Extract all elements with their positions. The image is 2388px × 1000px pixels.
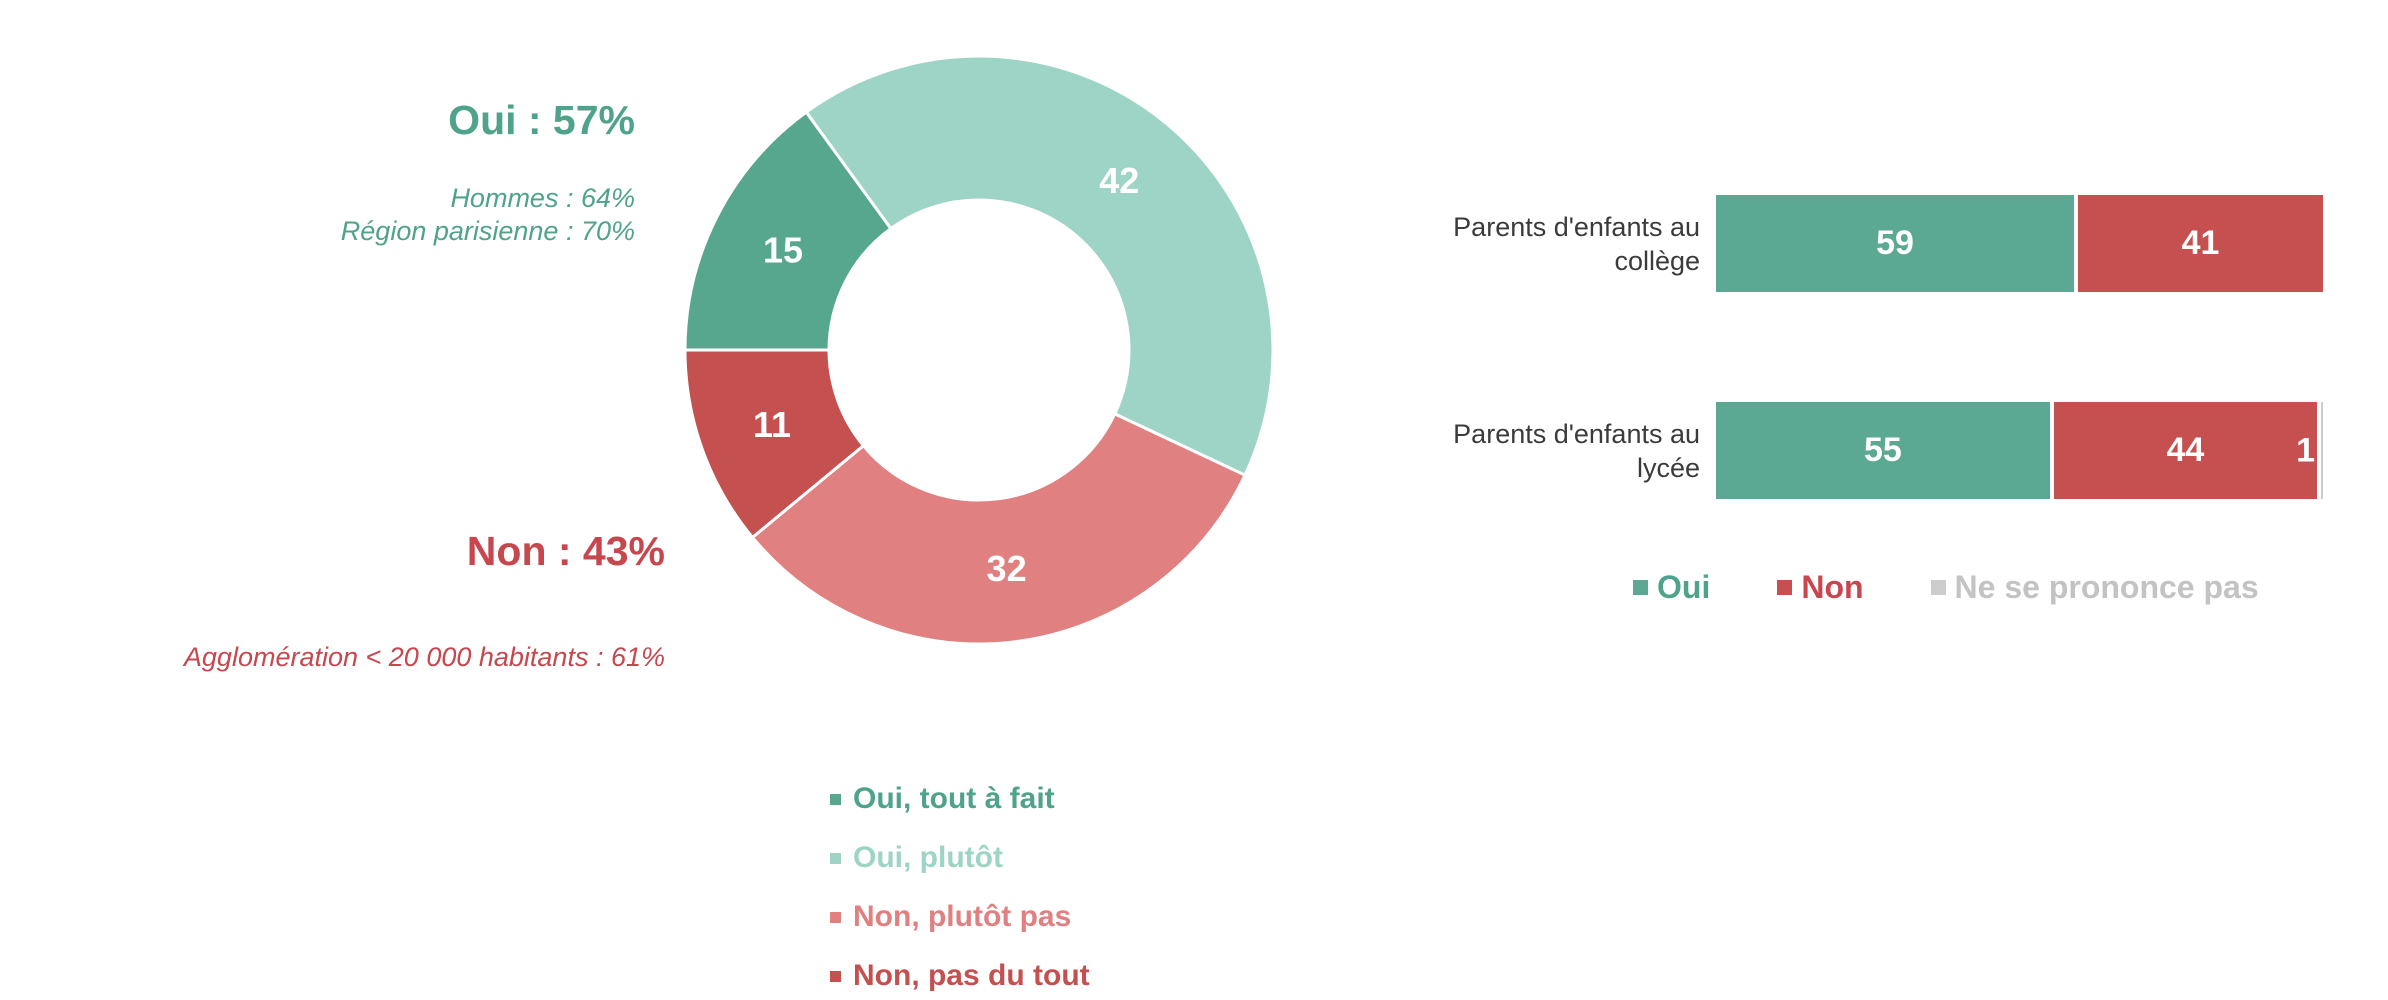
bar-row: 55 44 1 <box>1716 402 2323 499</box>
non-share-details: Agglomération < 20 000 habitants : 61% <box>184 641 665 674</box>
oui-share-title: Oui : 57% <box>448 97 635 143</box>
legend-label: Non, pas du tout <box>853 959 1090 992</box>
donut-value-label: 15 <box>763 230 803 271</box>
bar-legend-item: Ne se prononce pas <box>1930 569 2259 605</box>
donut-value-label: 42 <box>1099 160 1139 201</box>
bar-value: 41 <box>2181 224 2220 262</box>
donut-segment <box>804 54 1275 478</box>
donut-legend-item: Non, pas du tout <box>830 961 1090 991</box>
legend-swatch <box>1930 579 1946 595</box>
legend-swatch <box>830 852 841 864</box>
donut-legend-item: Non, plutôt pas <box>830 902 1090 932</box>
legend-label: Non <box>1801 569 1864 605</box>
legend-swatch <box>830 793 841 805</box>
bar-category-label: Parents d'enfants au lycée <box>1280 402 1700 499</box>
bar-segment: 55 <box>1716 402 2050 499</box>
bar-row: 59 41 <box>1716 195 2323 292</box>
bar-category-label: Parents d'enfants au collège <box>1280 195 1700 292</box>
legend-swatch <box>1777 579 1793 595</box>
legend-swatch <box>830 911 841 923</box>
donut-value-label: 32 <box>987 548 1027 589</box>
bar-value: 55 <box>1864 431 1902 469</box>
donut-value-label: 11 <box>753 404 791 445</box>
bar-value: 59 <box>1876 224 1914 262</box>
donut-segment <box>683 110 893 352</box>
bar-legend: Oui Non Ne se prononce pas <box>1633 569 2259 605</box>
donut-legend-item: Oui, plutôt <box>830 843 1090 873</box>
bar-category-label-line: lycée <box>1636 452 1700 483</box>
donut-legend-item: Oui, tout à fait <box>830 784 1090 814</box>
bar-segment: 59 <box>1716 195 2075 292</box>
non-detail-line: Agglomération < 20 000 habitants : 61% <box>183 642 665 672</box>
bar-legend-item: Non <box>1777 569 1864 605</box>
oui-share-details: Hommes : 64% Région parisienne : 70% <box>341 182 635 248</box>
bar-value: 1 <box>2296 431 2315 469</box>
donut-legend: Oui, tout à fait Oui, plutôt Non, plutôt p… <box>830 784 1090 1000</box>
oui-detail-line: Région parisienne : 70% <box>340 216 635 246</box>
bar-legend-item: Oui <box>1633 569 1710 605</box>
bar-segment: 1 <box>2296 402 2323 499</box>
bar-value: 44 <box>2166 431 2205 469</box>
stacked-bar-chart: 59 41 55 44 1 <box>1716 195 2323 609</box>
bar-category-label-line: Parents d'enfants au <box>1453 418 1700 449</box>
bar-segment: 44 <box>2049 402 2317 499</box>
legend-label: Ne se prononce pas <box>1954 569 2259 605</box>
legend-label: Non, plutôt pas <box>853 900 1072 933</box>
bar-category-label-line: Parents d'enfants au <box>1453 211 1700 242</box>
bar-segment: 41 <box>2074 195 2323 292</box>
bar-category-label-line: collège <box>1614 245 1700 276</box>
oui-detail-line: Hommes : 64% <box>450 183 635 213</box>
donut-segment <box>750 411 1248 646</box>
legend-swatch <box>1633 579 1648 595</box>
legend-label: Oui <box>1657 569 1711 605</box>
non-share-title: Non : 43% <box>466 528 665 574</box>
legend-label: Oui, tout à fait <box>853 782 1055 815</box>
legend-label: Oui, plutôt <box>853 841 1003 874</box>
bar-category-labels: Parents d'enfants au collège Parents d'enf… <box>1280 195 1700 609</box>
donut-chart: 42 32 11 15 <box>683 54 1275 646</box>
legend-swatch <box>830 970 841 982</box>
